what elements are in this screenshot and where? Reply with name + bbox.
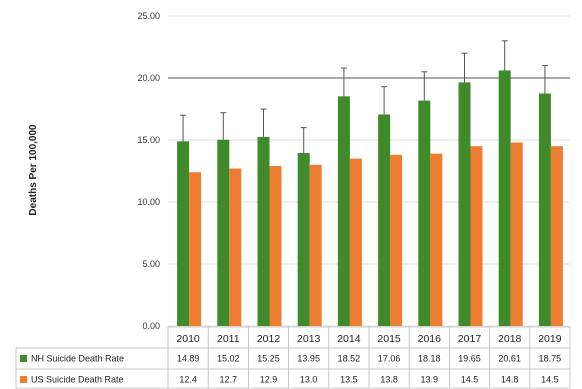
x-tick-label: 2017 bbox=[458, 333, 482, 345]
x-tick-label: 2016 bbox=[418, 333, 442, 345]
x-tick-label: 2013 bbox=[297, 333, 321, 345]
bar-us bbox=[510, 142, 523, 326]
y-tick-label: 5.00 bbox=[142, 259, 160, 269]
bar-us bbox=[269, 166, 282, 326]
bar-us bbox=[430, 153, 443, 326]
data-label: 20.61 bbox=[498, 354, 521, 364]
legend-swatch bbox=[20, 376, 27, 383]
data-label: 18.52 bbox=[338, 354, 361, 364]
bar-nh bbox=[378, 114, 391, 327]
bar-nh bbox=[498, 70, 511, 326]
bar-us bbox=[390, 154, 403, 326]
bar-us bbox=[470, 146, 483, 326]
bar-nh bbox=[217, 139, 230, 326]
bar-us bbox=[229, 168, 242, 326]
legend-label: NH Suicide Death Rate bbox=[31, 354, 124, 364]
data-label: 14.89 bbox=[177, 354, 200, 364]
bar-nh bbox=[337, 96, 350, 327]
data-label: 17.06 bbox=[378, 354, 401, 364]
y-axis-label: Deaths Per 100,000 bbox=[28, 124, 39, 216]
x-tick-label: 2011 bbox=[217, 333, 240, 345]
bar-us bbox=[349, 158, 362, 326]
bar-nh bbox=[297, 153, 310, 326]
data-label: 14.5 bbox=[461, 375, 479, 385]
x-tick-label: 2010 bbox=[176, 333, 200, 345]
data-label: 18.75 bbox=[539, 354, 562, 364]
x-tick-label: 2012 bbox=[257, 333, 281, 345]
data-label: 13.9 bbox=[421, 375, 439, 385]
bar-us bbox=[189, 172, 202, 326]
bar-us bbox=[309, 164, 322, 326]
y-tick-label: 10.00 bbox=[137, 197, 160, 207]
data-label: 15.25 bbox=[257, 354, 280, 364]
y-tick-label: 15.00 bbox=[137, 135, 160, 145]
data-label: 12.4 bbox=[179, 375, 197, 385]
legend-label: US Suicide Death Rate bbox=[31, 375, 124, 385]
bars bbox=[177, 70, 563, 327]
bar-nh bbox=[458, 82, 471, 326]
y-axis-ticks: 0.00 5.00 10.00 15.00 20.00 25.00 bbox=[137, 11, 160, 331]
y-tick-label: 0.00 bbox=[142, 321, 160, 331]
bar-nh bbox=[418, 100, 431, 327]
data-label: 13.95 bbox=[297, 354, 320, 364]
y-tick-label: 20.00 bbox=[137, 73, 160, 83]
data-label: 13.0 bbox=[300, 375, 318, 385]
data-table: 2010 2011 2012 2013 2014 2015 2016 2017 2018 2019… bbox=[15, 326, 571, 389]
data-label: 13.8 bbox=[380, 375, 398, 385]
data-label: 12.7 bbox=[220, 375, 238, 385]
x-tick-label: 2014 bbox=[337, 333, 361, 345]
data-label: 19.65 bbox=[458, 354, 481, 364]
x-tick-label: 2018 bbox=[498, 333, 522, 345]
x-tick-label: 2015 bbox=[377, 333, 401, 345]
data-label: 18.18 bbox=[418, 354, 441, 364]
x-tick-label: 2019 bbox=[538, 333, 562, 345]
data-label: 14.5 bbox=[541, 375, 559, 385]
bar-nh bbox=[257, 136, 270, 326]
legend-swatch bbox=[20, 355, 27, 362]
bar-us bbox=[550, 146, 563, 326]
data-label: 15.02 bbox=[217, 354, 240, 364]
y-tick-label: 25.00 bbox=[137, 11, 160, 21]
data-label: 12.9 bbox=[260, 375, 278, 385]
error-bars bbox=[180, 40, 548, 154]
data-label: 13.5 bbox=[340, 375, 358, 385]
data-label: 14.8 bbox=[501, 375, 519, 385]
bar-nh bbox=[538, 93, 551, 326]
bar-nh bbox=[177, 141, 190, 326]
